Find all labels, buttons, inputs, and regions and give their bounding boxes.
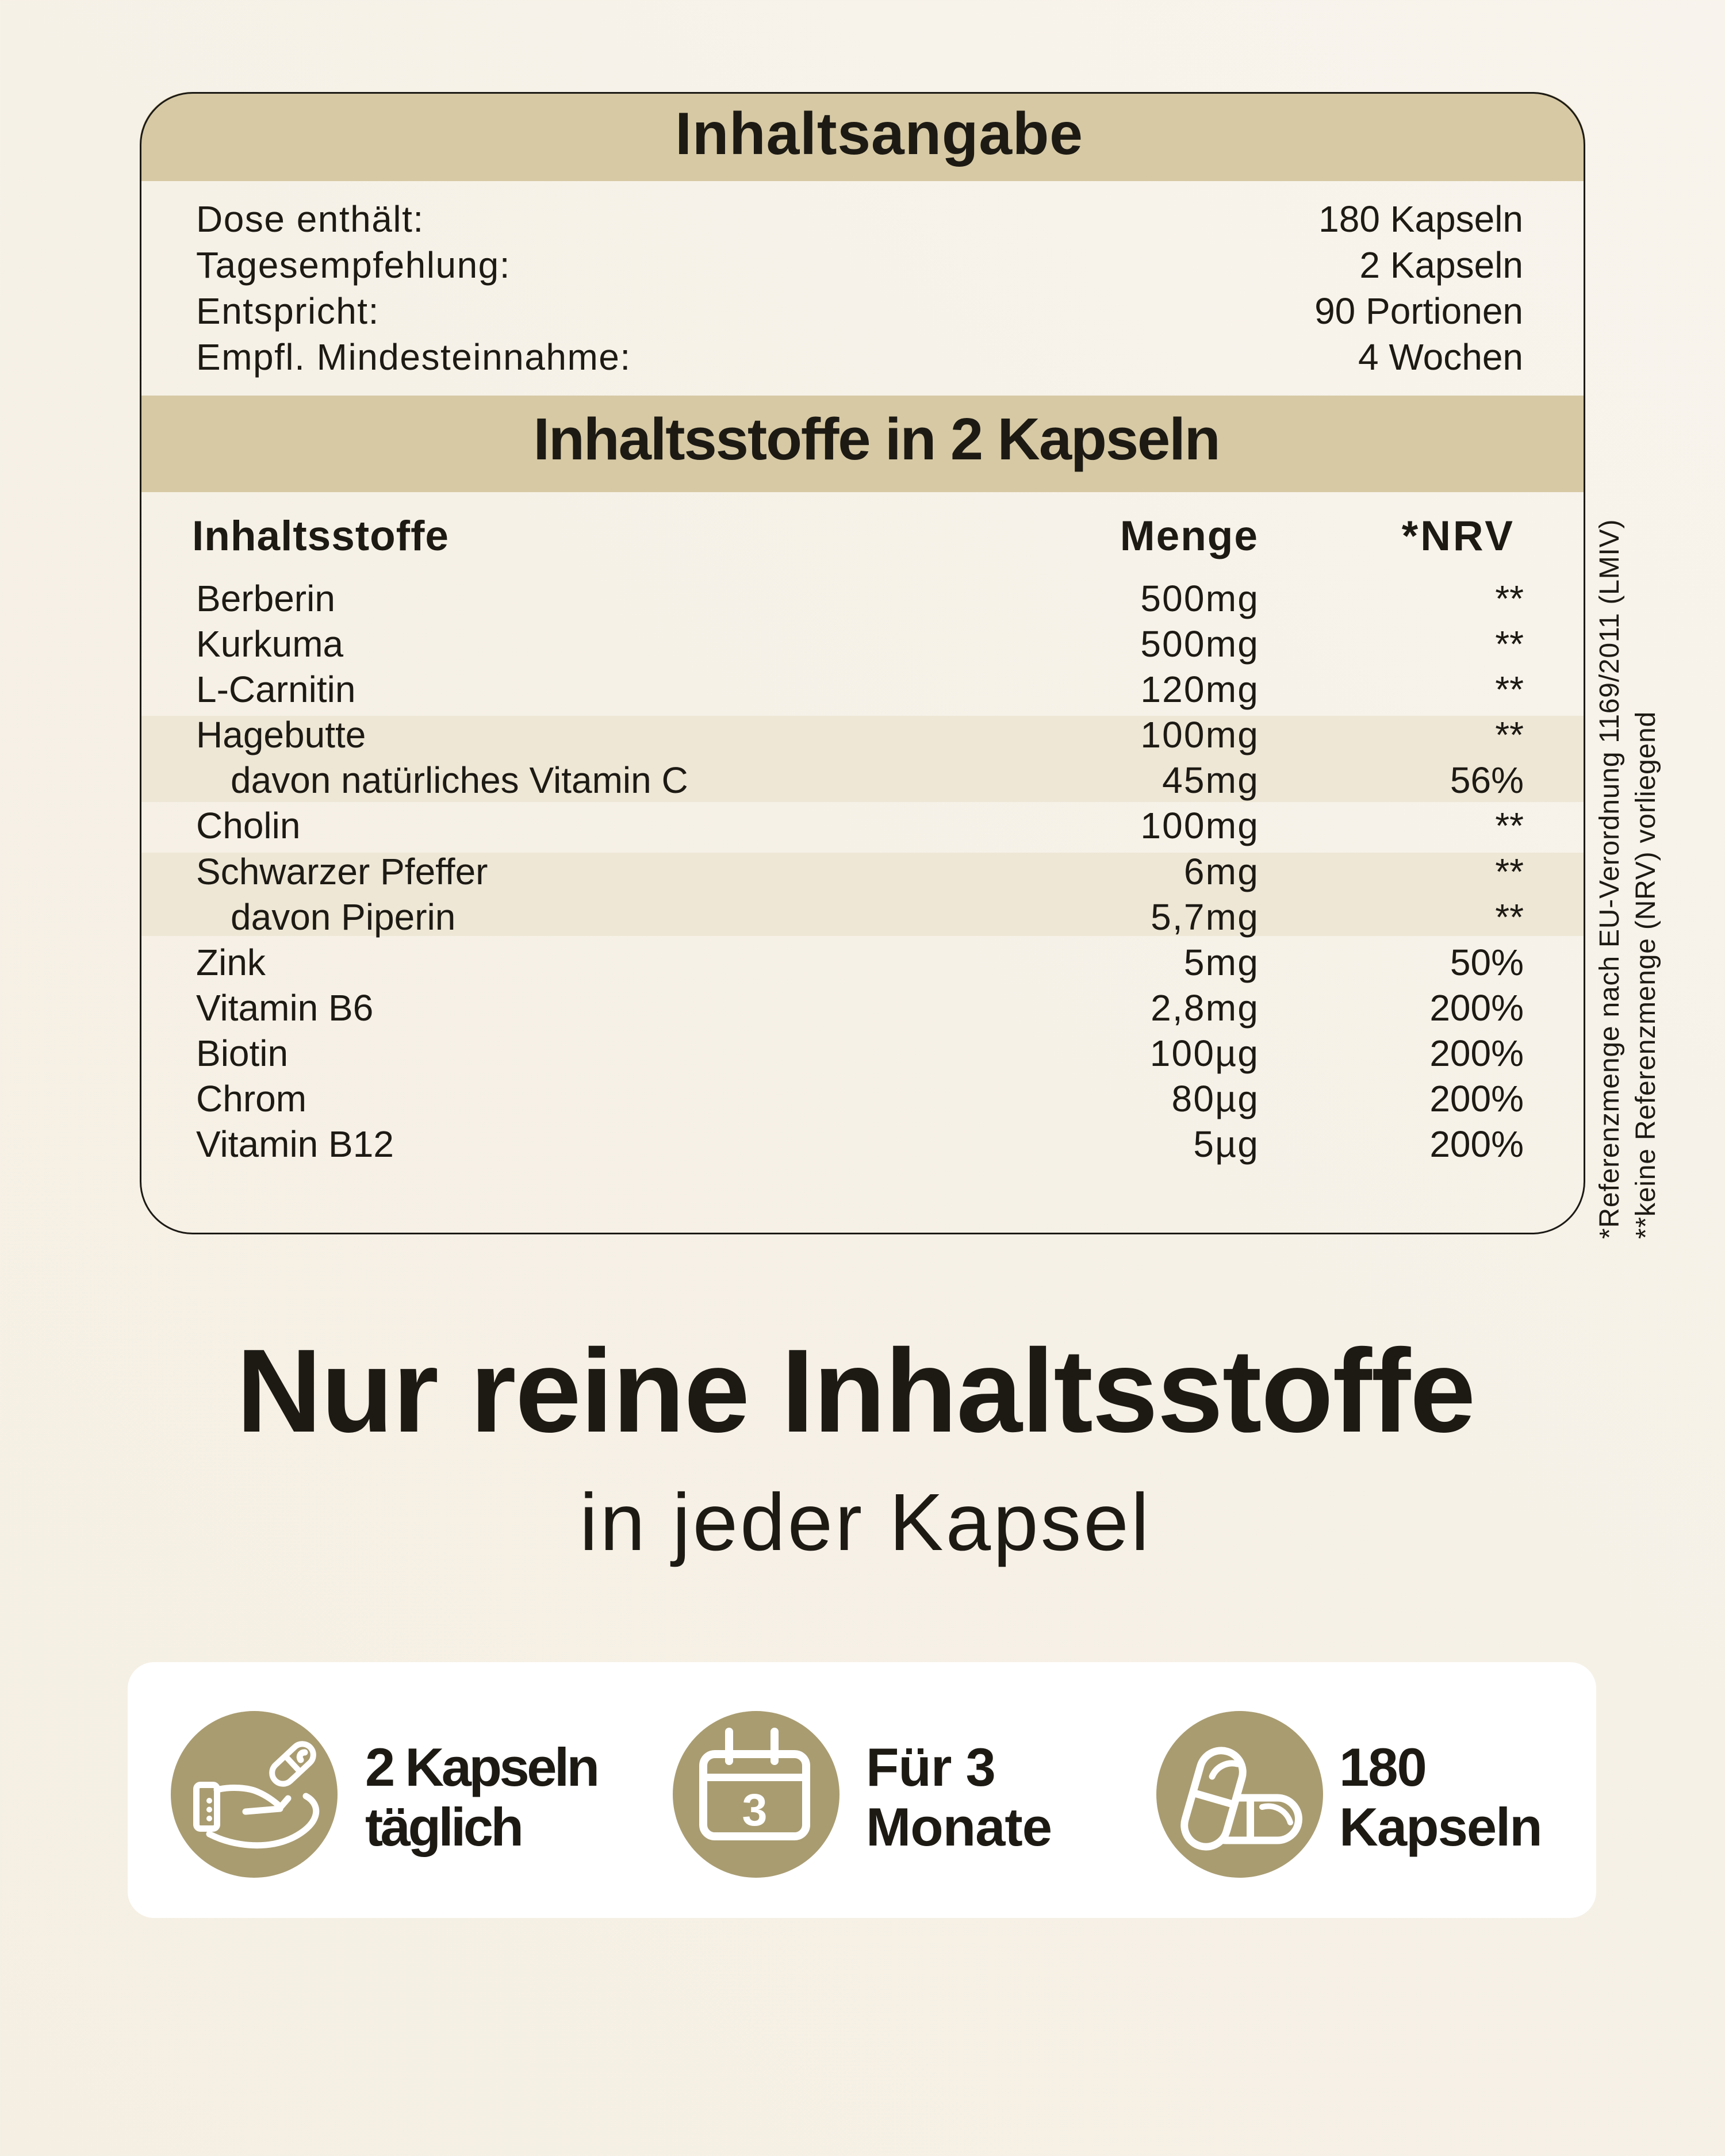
svg-text:3: 3 — [742, 1784, 768, 1835]
